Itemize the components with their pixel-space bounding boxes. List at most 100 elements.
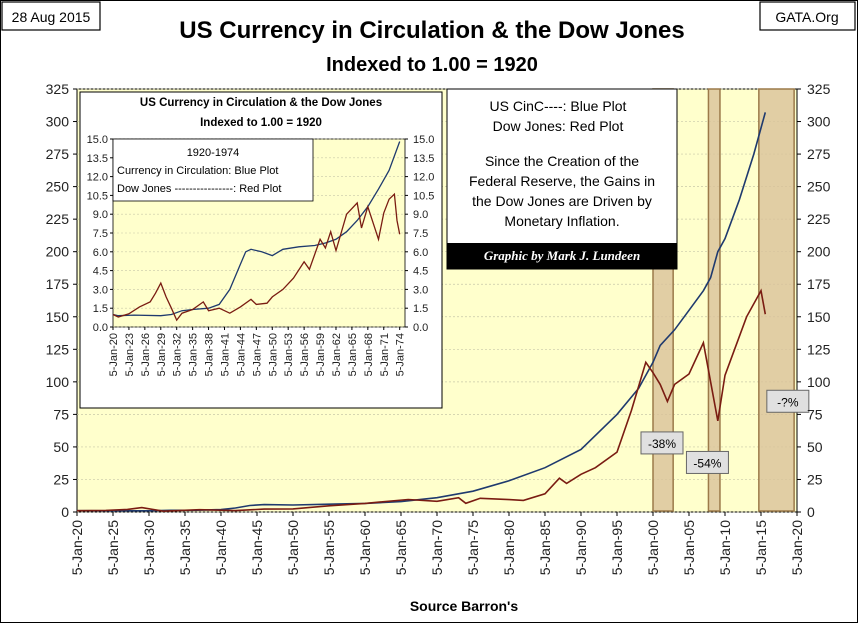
inset-x-tick-label: 5-Jan-68 [363, 333, 375, 376]
inset-x-tick-label: 5-Jan-71 [379, 333, 391, 376]
main-y-tick-label-left: 225 [46, 211, 70, 227]
inset-x-tick-label: 5-Jan-26 [140, 333, 152, 376]
inset-y-tick-label-left: 4.5 [93, 266, 108, 278]
main-x-tick-label: 5-Jan-90 [573, 520, 589, 575]
inset-x-tick-label: 5-Jan-50 [267, 333, 279, 376]
inset-title: US Currency in Circulation & the Dow Jon… [140, 97, 382, 109]
main-y-tick-label-right: 25 [807, 471, 823, 487]
source-badge: GATA.Org [775, 9, 838, 25]
main-y-tick-label-right: 50 [807, 439, 823, 455]
main-x-tick-label: 5-Jan-65 [393, 520, 409, 575]
bear-market-label: -38% [648, 437, 676, 451]
inset-legend-period: 1920-1974 [187, 147, 240, 159]
bear-market-label-box [685, 450, 729, 474]
inset-x-tick-label: 5-Jan-23 [124, 333, 136, 376]
inset-x-tick-label: 5-Jan-74 [395, 333, 407, 376]
inset-y-tick-label-left: 7.5 [93, 228, 108, 240]
main-x-tick-label: 5-Jan-20 [789, 520, 805, 575]
inset-y-tick-label-left: 12.0 [87, 172, 108, 184]
main-y-tick-label-left: 50 [53, 439, 69, 455]
source-badge-box [759, 1, 856, 31]
main-x-axis: 5-Jan-20 5-Jan-25 5-Jan-30 5-Jan-35 5-Jan-40… [69, 512, 805, 575]
inset-y-tick-label-right: 9.0 [413, 209, 428, 221]
legend-red-label: Dow Jones: Red Plot [493, 118, 624, 134]
main-x-tick-label: 5-Jan-95 [609, 520, 625, 575]
bear-market-label: -?% [777, 395, 799, 409]
main-x-tick-label: 5-Jan-60 [357, 520, 373, 575]
inset-y-tick-label-left: 9.0 [93, 209, 108, 221]
inset-y-tick-label-right: 12.0 [413, 172, 434, 184]
note-line-4: Monetary Inflation. [504, 213, 619, 229]
inset-y-tick-label-right: 6.0 [413, 247, 428, 259]
main-y-axis-left: 0 25 50 75 100 125 150 175 200 225 250 275 300 325 [46, 81, 77, 520]
legend-box [446, 88, 678, 270]
inset-x-tick-label: 5-Jan-29 [156, 333, 168, 376]
main-series-dow-line [76, 288, 767, 513]
main-y-tick-label-left: 200 [46, 244, 70, 260]
main-y-tick-label-left: 325 [46, 81, 70, 97]
inset-x-tick-label: 5-Jan-32 [172, 333, 184, 376]
main-y-axis-right: 0 25 50 75 100 125 150 175 200 225 250 275 300 325 [797, 81, 831, 520]
main-y-tick-label-left: 25 [53, 471, 69, 487]
credit-banner [447, 243, 677, 269]
main-x-tick-label: 5-Jan-40 [213, 520, 229, 575]
date-box [1, 1, 101, 31]
main-y-tick-label-left: 175 [46, 276, 70, 292]
main-x-tick-label: 5-Jan-85 [537, 520, 553, 575]
main-y-tick-label-left: 0 [61, 504, 69, 520]
inset-x-tick-label: 5-Jan-53 [283, 333, 295, 376]
inset-y-tick-label-right: 15.0 [413, 134, 434, 146]
main-y-tick-label-left: 250 [46, 179, 70, 195]
inset-y-axis-right: 0.0 1.5 3.0 4.5 6.0 7.5 9.0 10.5 12.0 13.5 15.0 [405, 134, 434, 334]
main-x-tick-label: 5-Jan-20 [69, 520, 85, 575]
main-y-tick-label-right: 100 [807, 374, 831, 390]
inset-y-tick-label-left: 0.0 [93, 322, 108, 334]
inset-x-tick-label: 5-Jan-44 [235, 333, 247, 376]
inset-x-tick-label: 5-Jan-20 [108, 333, 120, 376]
inset-y-tick-label-right: 0.0 [413, 322, 428, 334]
inset-x-tick-label: 5-Jan-56 [299, 333, 311, 376]
main-x-tick-label: 5-Jan-75 [465, 520, 481, 575]
inset-series-dow-line [112, 192, 401, 322]
inset-y-tick-label-left: 6.0 [93, 247, 108, 259]
legend-blue-label: US CinC----: Blue Plot [490, 98, 627, 114]
main-y-tick-label-left: 75 [53, 406, 69, 422]
bear-market-labels: -38% -54% -?% [640, 389, 810, 474]
inset-x-tick-label: 5-Jan-59 [315, 333, 327, 376]
inset-x-axis: 5-Jan-20 5-Jan-23 5-Jan-26 5-Jan-29 5-Jan-32… [108, 327, 407, 376]
inset-y-tick-label-left: 10.5 [87, 190, 108, 202]
inset-y-tick-label-right: 3.0 [413, 284, 428, 296]
main-y-tick-label-left: 100 [46, 374, 70, 390]
main-y-tick-label-left: 300 [46, 114, 70, 130]
date-label: 28 Aug 2015 [12, 9, 91, 25]
note-line-3: the Dow Jones are Driven by [472, 193, 652, 209]
inset-legend-box [112, 138, 314, 202]
main-x-tick-label: 5-Jan-70 [429, 520, 445, 575]
note-line-2: Federal Reserve, the Gains in [469, 173, 655, 189]
main-y-tick-label-right: 275 [807, 146, 831, 162]
inset-y-tick-label-left: 3.0 [93, 284, 108, 296]
inset-y-tick-label-left: 15.0 [87, 134, 108, 146]
main-x-tick-label: 5-Jan-50 [285, 520, 301, 575]
inset-y-tick-label-right: 4.5 [413, 266, 428, 278]
inset-x-tick-label: 5-Jan-35 [188, 333, 200, 376]
inset-y-tick-label-left: 1.5 [93, 303, 108, 315]
main-y-tick-label-left: 150 [46, 309, 70, 325]
main-y-tick-label-right: 200 [807, 244, 831, 260]
main-y-tick-label-right: 75 [807, 406, 823, 422]
bear-market-band [707, 88, 721, 512]
inset-x-tick-label: 5-Jan-41 [219, 333, 231, 376]
main-x-tick-label: 5-Jan-00 [645, 520, 661, 575]
inset-x-tick-label: 5-Jan-38 [204, 333, 216, 376]
inset-x-tick-label: 5-Jan-65 [347, 333, 359, 376]
main-y-tick-label-right: 300 [807, 114, 831, 130]
main-x-tick-label: 5-Jan-05 [681, 520, 697, 575]
main-x-tick-label: 5-Jan-35 [177, 520, 193, 575]
main-y-tick-label-right: 125 [807, 341, 831, 357]
inset-y-axis-left: 0.0 1.5 3.0 4.5 6.0 7.5 9.0 10.5 12.0 13.5 15.0 [87, 134, 113, 334]
main-x-tick-label: 5-Jan-55 [321, 520, 337, 575]
bear-market-label: -54% [693, 456, 721, 470]
main-y-tick-label-right: 325 [807, 81, 831, 97]
main-y-tick-label-right: 0 [807, 504, 815, 520]
bear-market-label-box [766, 389, 810, 413]
